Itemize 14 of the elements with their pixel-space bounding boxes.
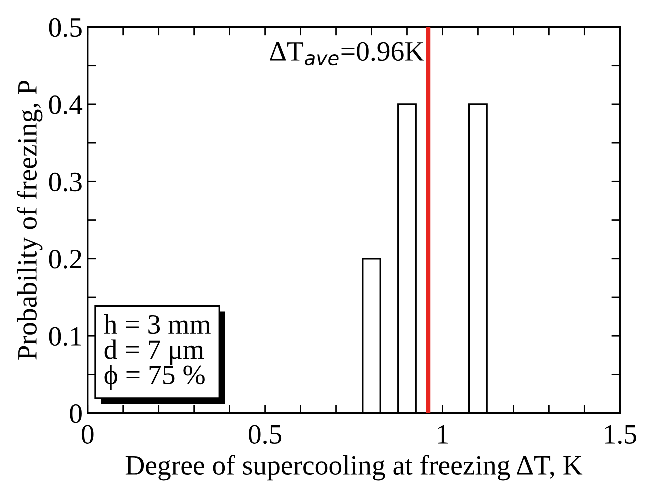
x-tick-label: 1.5 [605, 425, 636, 444]
y-axis-title: Probability of freezing, P [17, 80, 43, 360]
y-tick-label: 0.2 [49, 250, 82, 269]
x-tick-label: 0 [82, 425, 94, 444]
y-tick-label: 0.1 [49, 327, 82, 346]
y-tick-label: 0.5 [49, 18, 82, 38]
y-tick-label: 0 [70, 404, 82, 424]
ref-line-label: ΔT$_{ave}$=0.96K [270, 42, 424, 66]
y-tick-label: 0.3 [49, 172, 82, 192]
annotation: h = 3 mm d = 7 μm ϕ = 75 % [104, 314, 211, 390]
y-tick-label: 0.4 [49, 96, 83, 114]
x-axis-title: Degree of supercooling at freezing ΔT, K [126, 455, 583, 481]
x-tick-label: 1 [438, 425, 448, 444]
x-tick-label: 0.5 [248, 425, 282, 444]
